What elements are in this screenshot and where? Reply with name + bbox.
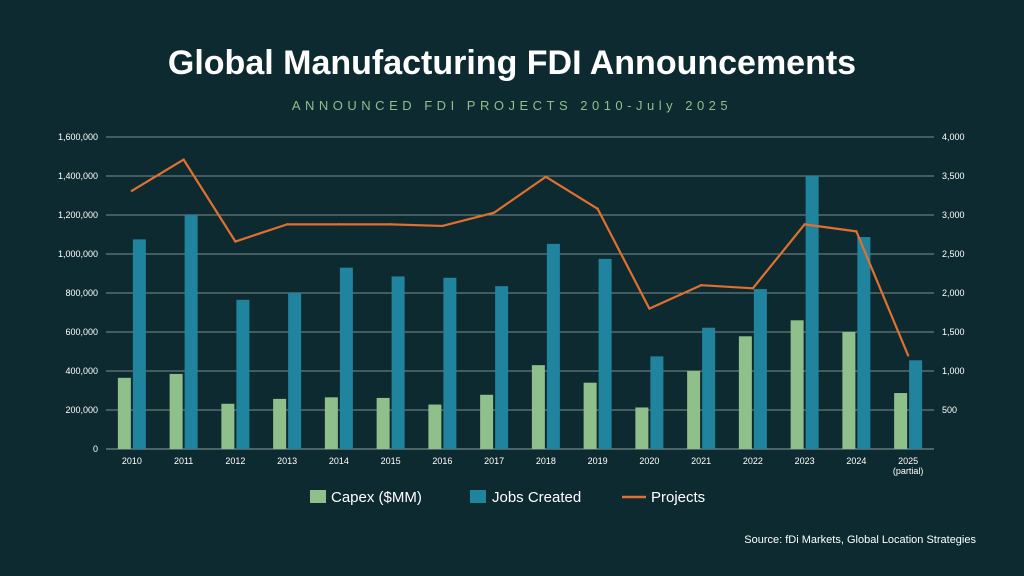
projects-point (906, 354, 910, 357)
x-tick-label: 2012 (225, 456, 245, 466)
jobs-bar (909, 360, 923, 449)
legend-capex-swatch (310, 490, 326, 503)
jobs-bar (805, 176, 819, 449)
projects-point (389, 223, 392, 226)
x-tick-label: 2025 (898, 456, 918, 466)
projects-point (492, 211, 496, 214)
jobs-bar (236, 299, 250, 449)
x-tick-label: 2017 (484, 456, 504, 466)
legend-projects-label: Projects (651, 489, 705, 506)
capex-bar (480, 394, 494, 449)
legend-jobs-swatch (470, 490, 486, 503)
projects-point (130, 189, 134, 193)
jobs-bar (391, 276, 405, 449)
x-tick-label: 2015 (381, 456, 401, 466)
projects-point (285, 223, 289, 226)
y-right-tick-label: 3,000 (942, 210, 965, 220)
jobs-bar (495, 286, 509, 449)
projects-point (751, 287, 755, 290)
x-tick-label: 2014 (329, 456, 349, 466)
x-tick-label: 2023 (795, 456, 815, 466)
jobs-bar (288, 293, 302, 449)
projects-point (337, 223, 341, 226)
capex-bar (635, 407, 649, 449)
jobs-bar (598, 258, 612, 449)
legend-capex-label: Capex ($MM) (331, 489, 422, 506)
jobs-bar (702, 327, 716, 449)
x-tick-label: 2018 (536, 456, 556, 466)
x-tick-label: 2010 (122, 456, 142, 466)
y-left-tick-label: 400,000 (65, 366, 98, 376)
jobs-bar (753, 289, 767, 449)
jobs-bar (546, 243, 560, 449)
projects-point (234, 240, 237, 243)
capex-bar (894, 393, 908, 449)
x-tick-label: 2020 (639, 456, 659, 466)
y-left-tick-label: 200,000 (65, 405, 98, 415)
source-note: Source: fDi Markets, Global Location Str… (744, 534, 976, 546)
y-left-tick-label: 1,000,000 (58, 249, 98, 259)
y-left-tick-label: 1,400,000 (58, 171, 98, 181)
x-tick-label: 2019 (588, 456, 608, 466)
y-right-tick-label: 3,500 (942, 171, 965, 181)
y-right-tick-label: 1,000 (942, 366, 965, 376)
y-right-tick-label: 1,500 (942, 327, 965, 337)
capex-bar (583, 382, 597, 449)
capex-bar (687, 371, 701, 449)
x-tick-label: 2013 (277, 456, 297, 466)
x-tick-label: 2011 (174, 456, 193, 466)
x-tick-sublabel: (partial) (893, 466, 924, 476)
chart-title: Global Manufacturing FDI Announcements (167, 44, 857, 82)
x-tick-label: 2022 (743, 456, 763, 466)
jobs-bar (857, 237, 871, 449)
capex-bar (117, 377, 131, 449)
y-right-tick-label: 2,500 (942, 249, 965, 259)
projects-point (182, 158, 185, 161)
capex-bar (221, 403, 235, 449)
jobs-bar (443, 277, 457, 449)
capex-bar (428, 404, 442, 449)
x-tick-label: 2016 (432, 456, 452, 466)
projects-point (855, 230, 858, 233)
projects-point (699, 284, 703, 287)
legend-jobs-label: Jobs Created (492, 489, 581, 506)
y-left-tick-label: 0 (93, 444, 98, 454)
capex-bar (169, 373, 183, 449)
y-right-tick-label: 500 (942, 405, 957, 415)
capex-bar (273, 398, 287, 449)
projects-point (648, 307, 651, 310)
jobs-bar (339, 267, 353, 449)
x-tick-label: 2024 (846, 456, 866, 466)
y-left-tick-label: 1,600,000 (58, 132, 98, 142)
y-left-tick-label: 1,200,000 (58, 210, 98, 220)
projects-point (441, 224, 444, 228)
y-right-tick-label: 2,000 (942, 288, 965, 298)
projects-line (131, 158, 910, 356)
x-tick-label: 2021 (691, 456, 711, 466)
capex-bar (738, 336, 752, 449)
capex-bar (324, 397, 338, 449)
capex-bar (531, 365, 545, 449)
capex-bar (790, 320, 804, 449)
jobs-bar (184, 215, 198, 449)
chart-subtitle: ANNOUNCED FDI PROJECTS 2010-July 2025 (291, 98, 733, 113)
jobs-bar (650, 356, 664, 449)
projects-point (596, 207, 599, 210)
jobs-bar (132, 239, 146, 449)
projects-point (544, 175, 548, 178)
y-left-tick-label: 600,000 (65, 327, 98, 337)
capex-bar (842, 332, 856, 449)
y-left-tick-label: 800,000 (65, 288, 98, 298)
projects-point (803, 223, 806, 226)
capex-bar (376, 397, 390, 449)
y-right-tick-label: 4,000 (942, 132, 965, 142)
